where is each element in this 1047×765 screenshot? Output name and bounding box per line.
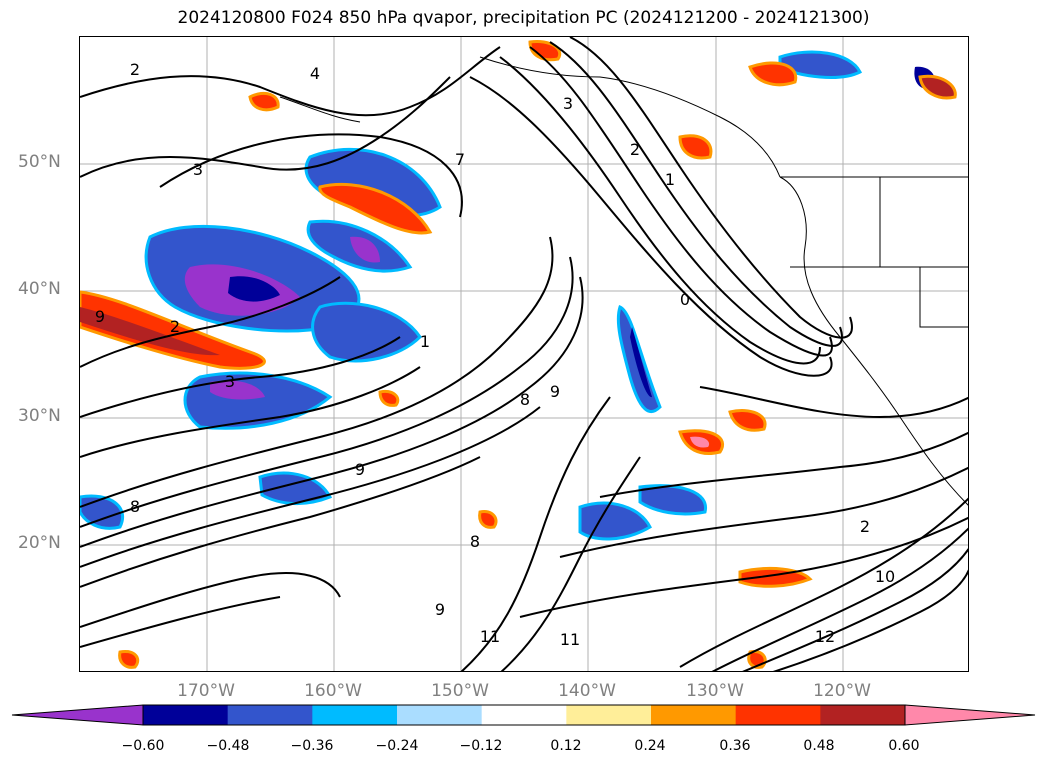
lat-label-50n: 50°N bbox=[18, 152, 61, 172]
colorbar-tick-label: −0.24 bbox=[375, 738, 419, 754]
lat-label-20n: 20°N bbox=[18, 533, 61, 553]
colorbar-segment bbox=[820, 705, 906, 725]
contour-label: 9 bbox=[95, 307, 105, 326]
lat-label-30n: 30°N bbox=[18, 406, 61, 426]
colorbar-tick-label: −0.36 bbox=[290, 738, 334, 754]
contour-label: 7 bbox=[455, 150, 465, 169]
contour-label: 12 bbox=[815, 627, 835, 646]
contour-label: 2 bbox=[630, 140, 640, 159]
contour-label: 11 bbox=[480, 627, 500, 646]
colorbar-segment bbox=[143, 705, 229, 725]
contour-lines bbox=[80, 37, 968, 671]
colorbar-tick-label: −0.48 bbox=[206, 738, 250, 754]
colorbar-segments bbox=[11, 704, 1036, 726]
contour-label: 2 bbox=[170, 317, 180, 336]
contour-label: 9 bbox=[550, 382, 560, 401]
contour-label: 10 bbox=[875, 567, 895, 586]
lon-label-120w: 120°W bbox=[813, 681, 871, 701]
colorbar-tick-label: −0.12 bbox=[459, 738, 503, 754]
contour-label: 3 bbox=[193, 160, 203, 179]
contour-label: 8 bbox=[520, 390, 530, 409]
colorbar-tick-label: 0.24 bbox=[634, 738, 666, 754]
contour-label: 9 bbox=[435, 600, 445, 619]
contour-label: 2 bbox=[860, 517, 870, 536]
colorbar-tick-label: 0.60 bbox=[888, 738, 920, 754]
colorbar-segment bbox=[566, 705, 652, 725]
colorbar-segment bbox=[651, 705, 737, 725]
contour-label: 4 bbox=[310, 64, 320, 83]
map-canvas: 2 4 3 7 3 9 2 8 1 2 0 3 1 9 8 11 11 12 1… bbox=[80, 37, 968, 671]
contour-label: 0 bbox=[680, 290, 690, 309]
contour-label: 3 bbox=[563, 94, 573, 113]
colorbar-tick-label: 0.48 bbox=[803, 738, 835, 754]
colorbar bbox=[11, 704, 1036, 726]
positive-precip-areas bbox=[80, 39, 957, 669]
map-panel: 2 4 3 7 3 9 2 8 1 2 0 3 1 9 8 11 11 12 1… bbox=[79, 36, 969, 672]
colorbar-segment bbox=[397, 705, 483, 725]
colorbar-extend-high bbox=[904, 704, 1036, 726]
contour-label: 1 bbox=[665, 170, 675, 189]
contour-label: 8 bbox=[130, 497, 140, 516]
colorbar-segment bbox=[735, 705, 821, 725]
negative-precip-areas bbox=[80, 50, 935, 541]
colorbar-segment bbox=[312, 705, 398, 725]
lon-label-150w: 150°W bbox=[431, 681, 489, 701]
colorbar-segment bbox=[227, 705, 313, 725]
lon-label-160w: 160°W bbox=[304, 681, 362, 701]
colorbar-tick-label: 0.36 bbox=[719, 738, 751, 754]
contour-label: 11 bbox=[560, 630, 580, 649]
map-title: 2024120800 F024 850 hPa qvapor, precipit… bbox=[177, 8, 870, 28]
contour-label: 1 bbox=[420, 332, 430, 351]
contour-label: 2 bbox=[130, 60, 140, 79]
lat-label-40n: 40°N bbox=[18, 279, 61, 299]
colorbar-tick-label: −0.60 bbox=[121, 738, 165, 754]
colorbar-segment bbox=[481, 705, 567, 725]
colorbar-tick-label: 0.12 bbox=[550, 738, 582, 754]
contour-label: 9 bbox=[355, 460, 365, 479]
contour-label-group: 2 4 3 7 3 9 2 8 1 2 0 3 1 9 8 11 11 12 1… bbox=[95, 60, 895, 649]
contour-label: 8 bbox=[470, 532, 480, 551]
lon-label-130w: 130°W bbox=[686, 681, 744, 701]
contour-label: 3 bbox=[225, 372, 235, 391]
colorbar-extend-low bbox=[11, 704, 144, 726]
lon-label-170w: 170°W bbox=[177, 681, 235, 701]
lon-label-140w: 140°W bbox=[558, 681, 616, 701]
